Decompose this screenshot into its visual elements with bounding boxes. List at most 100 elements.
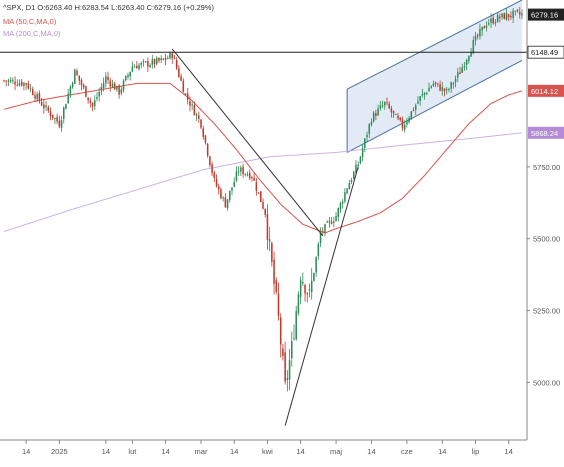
candle-body — [160, 58, 162, 61]
candle — [206, 142, 209, 158]
candle — [519, 7, 521, 19]
candle-body — [105, 76, 107, 84]
candle — [242, 163, 244, 178]
candle-body — [474, 35, 477, 41]
candle — [386, 97, 388, 106]
candle — [18, 79, 21, 87]
candle-body — [463, 66, 466, 68]
candle — [182, 78, 185, 93]
candle — [521, 9, 523, 20]
candle-body — [288, 360, 291, 380]
candle — [279, 313, 282, 358]
candle — [297, 291, 300, 316]
candle — [295, 305, 297, 342]
candle-body — [47, 106, 50, 111]
candle — [299, 276, 302, 305]
candle-body — [488, 23, 490, 25]
candle — [275, 277, 278, 295]
candle-body — [315, 257, 317, 273]
candle-body — [36, 94, 38, 100]
x-tick-label: 14 — [102, 447, 110, 456]
candle — [304, 283, 306, 302]
price-badge-bg — [527, 45, 564, 59]
candle-body — [377, 108, 379, 116]
candle-body — [184, 93, 187, 95]
candle — [510, 11, 512, 20]
candle — [437, 83, 439, 88]
candle — [9, 77, 12, 84]
candle — [463, 61, 466, 71]
candle-body — [80, 79, 83, 86]
candle — [492, 13, 494, 25]
candle-body — [144, 61, 147, 63]
candle — [102, 77, 105, 92]
candle-body — [308, 289, 311, 291]
candle — [337, 207, 340, 222]
candle-body — [206, 143, 209, 156]
trendlines-layer — [0, 48, 527, 426]
candle — [483, 25, 486, 29]
candle — [200, 118, 202, 130]
candle — [40, 97, 43, 107]
candle-body — [40, 101, 43, 106]
candle — [224, 193, 227, 208]
candle — [419, 95, 421, 106]
candle — [58, 115, 61, 129]
candle — [401, 116, 404, 131]
x-tick-label: 14 — [296, 447, 304, 456]
candle — [503, 12, 506, 20]
candle — [173, 54, 176, 60]
candle — [45, 101, 47, 111]
candle — [233, 177, 235, 188]
candle-body — [262, 201, 264, 209]
candle — [330, 217, 333, 225]
candle — [209, 155, 211, 168]
candle-body — [293, 338, 295, 340]
candle-body — [124, 75, 127, 81]
candle-body — [421, 93, 424, 96]
candle — [439, 80, 441, 92]
candle-body — [229, 190, 231, 200]
candle — [162, 58, 165, 61]
candle — [428, 82, 430, 92]
candle — [364, 137, 366, 153]
candle — [379, 100, 382, 111]
candle — [80, 78, 83, 91]
candle-body — [333, 221, 335, 223]
candle-body — [368, 124, 371, 134]
candle — [151, 54, 154, 69]
candle — [226, 199, 229, 211]
y-tick-label: 5000.00 — [533, 378, 560, 387]
candle-body — [107, 76, 109, 81]
candle — [392, 110, 395, 118]
candle-body — [516, 9, 519, 12]
candle — [246, 171, 249, 177]
candle — [372, 110, 375, 123]
candle-body — [324, 224, 326, 233]
candle — [198, 111, 200, 123]
candle — [175, 57, 178, 71]
y-tick-label: 5250.00 — [533, 307, 560, 316]
candle-body — [271, 243, 273, 262]
candle-body — [434, 82, 437, 84]
candle — [235, 166, 238, 183]
candle — [67, 89, 69, 104]
candle-body — [211, 164, 213, 174]
candle-body — [102, 82, 105, 89]
candle-body — [54, 118, 56, 120]
candle-body — [149, 65, 151, 68]
candle — [344, 187, 346, 204]
candle-body — [209, 156, 211, 166]
candle — [368, 123, 371, 138]
candle — [366, 131, 368, 143]
candle — [12, 77, 14, 84]
candle — [191, 101, 193, 111]
candle-body — [62, 107, 65, 119]
candle-body — [27, 83, 30, 89]
candle — [359, 155, 362, 165]
candle — [54, 117, 56, 124]
candle-body — [326, 221, 328, 223]
candle-body — [25, 83, 27, 85]
candle-body — [189, 101, 191, 106]
